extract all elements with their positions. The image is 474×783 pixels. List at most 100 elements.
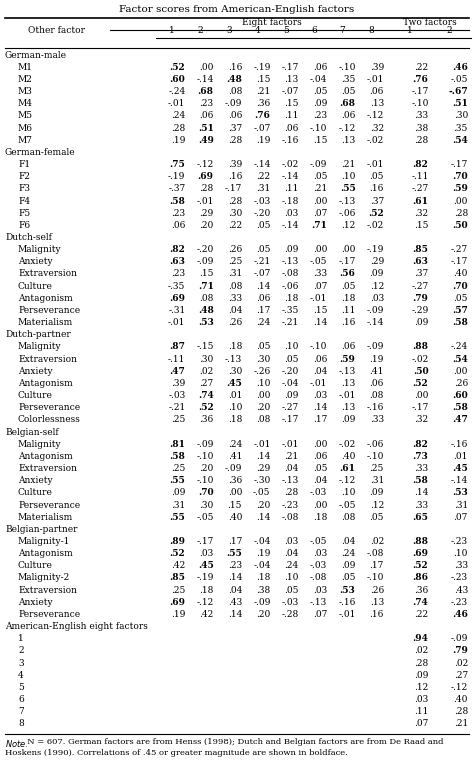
Text: .00: .00 [414,391,428,400]
Text: Anxiety: Anxiety [18,258,53,266]
Text: .40: .40 [454,269,468,279]
Text: .05: .05 [341,87,356,96]
Text: -.16: -.16 [282,135,299,145]
Text: .33: .33 [228,294,242,303]
Text: .09: .09 [370,269,384,279]
Text: -.01: -.01 [282,440,299,449]
Text: M1: M1 [18,63,33,72]
Text: .03: .03 [284,537,299,546]
Text: .27: .27 [200,379,214,388]
Text: .20: .20 [200,464,214,473]
Text: .29: .29 [370,258,384,266]
Text: -.17: -.17 [282,416,299,424]
Text: .30: .30 [200,355,214,363]
Text: .12: .12 [370,500,384,510]
Text: .25: .25 [171,416,185,424]
Text: .86: .86 [412,573,428,583]
Text: .37: .37 [370,197,384,205]
Text: .19: .19 [256,135,271,145]
Text: .09: .09 [341,561,356,570]
Text: -.07: -.07 [282,87,299,96]
Text: .13: .13 [341,403,356,412]
Text: M2: M2 [18,75,33,84]
Text: .07: .07 [313,282,327,290]
Text: -.08: -.08 [282,269,299,279]
Text: .09: .09 [171,489,185,497]
Text: .06: .06 [341,111,356,121]
Text: .82: .82 [413,440,428,449]
Text: .02: .02 [370,537,384,546]
Text: -.01: -.01 [338,610,356,619]
Text: .24: .24 [284,561,299,570]
Text: .11: .11 [284,184,299,193]
Text: .15: .15 [313,306,327,315]
Text: .23: .23 [200,99,214,108]
Text: F5: F5 [18,209,30,218]
Text: .35: .35 [341,75,356,84]
Text: .57: .57 [452,306,468,315]
Text: .00: .00 [313,245,327,254]
Text: -.67: -.67 [448,87,468,96]
Text: -.23: -.23 [451,597,468,607]
Text: .65: .65 [413,513,428,521]
Text: -.10: -.10 [411,99,428,108]
Text: -.05: -.05 [310,258,327,266]
Text: .05: .05 [313,464,327,473]
Text: .14: .14 [313,403,327,412]
Text: .17: .17 [370,561,384,570]
Text: .27: .27 [454,671,468,680]
Text: .61: .61 [340,464,356,473]
Text: .26: .26 [228,245,242,254]
Text: -.01: -.01 [366,75,384,84]
Text: -.12: -.12 [367,111,384,121]
Text: .15: .15 [199,269,214,279]
Text: .14: .14 [256,282,271,290]
Text: .30: .30 [228,366,242,376]
Text: -.17: -.17 [451,160,468,169]
Text: -.09: -.09 [196,258,214,266]
Text: .58: .58 [170,197,185,205]
Text: 5: 5 [283,26,289,35]
Text: .07: .07 [414,720,428,728]
Text: .18: .18 [228,342,242,352]
Text: .06: .06 [284,124,299,132]
Text: .47: .47 [452,416,468,424]
Text: .06: .06 [313,355,327,363]
Text: .14: .14 [228,610,242,619]
Text: .58: .58 [170,452,185,461]
Text: -.01: -.01 [366,160,384,169]
Text: -.29: -.29 [411,306,428,315]
Text: .12: .12 [414,683,428,692]
Text: .42: .42 [200,610,214,619]
Text: -.37: -.37 [168,184,185,193]
Text: .76: .76 [255,111,271,121]
Text: .19: .19 [171,610,185,619]
Text: Hoskens (1990). Correlations of .45 or greater magnitude are shown in boldface.: Hoskens (1990). Correlations of .45 or g… [5,749,348,756]
Text: .17: .17 [313,416,327,424]
Text: -.12: -.12 [338,476,356,485]
Text: .07: .07 [454,513,468,521]
Text: -.03: -.03 [282,597,299,607]
Text: .17: .17 [228,537,242,546]
Text: .25: .25 [228,258,242,266]
Text: .09: .09 [284,391,299,400]
Text: Perseverance: Perseverance [18,403,80,412]
Text: .39: .39 [228,160,242,169]
Text: .79: .79 [413,294,428,303]
Text: .58: .58 [413,476,428,485]
Text: .05: .05 [370,513,384,521]
Text: M3: M3 [18,87,33,96]
Text: -.09: -.09 [451,634,468,644]
Text: -.04: -.04 [253,537,271,546]
Text: .39: .39 [370,63,384,72]
Text: .14: .14 [414,489,428,497]
Text: .69: .69 [412,549,428,558]
Text: 7: 7 [18,707,24,716]
Text: .01: .01 [454,452,468,461]
Text: -.15: -.15 [196,342,214,352]
Text: .22: .22 [414,63,428,72]
Text: .12: .12 [341,221,356,230]
Text: .28: .28 [228,135,242,145]
Text: -.03: -.03 [253,197,271,205]
Text: .21: .21 [341,160,356,169]
